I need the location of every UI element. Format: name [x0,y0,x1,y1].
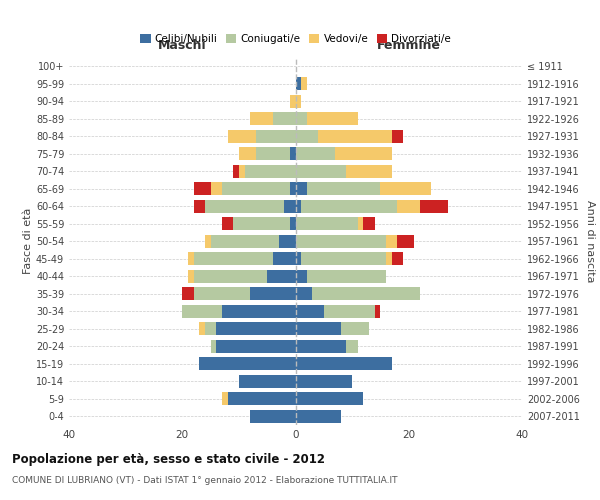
Legend: Celibi/Nubili, Coniugati/e, Vedovi/e, Divorziati/e: Celibi/Nubili, Coniugati/e, Vedovi/e, Di… [136,30,455,48]
Bar [346,164,392,178]
Bar [296,147,335,160]
Bar [211,234,278,248]
Bar [307,270,386,283]
Bar [296,252,301,266]
Bar [392,252,403,266]
Bar [375,304,380,318]
Bar [301,77,307,90]
Bar [318,130,392,143]
Bar [358,217,364,230]
Bar [296,234,386,248]
Bar [296,340,346,353]
Bar [239,164,245,178]
Bar [364,217,375,230]
Bar [313,287,420,300]
Bar [233,164,239,178]
Bar [296,304,324,318]
Bar [222,392,227,406]
Bar [211,340,216,353]
Bar [205,322,216,336]
Bar [296,217,358,230]
Bar [296,112,307,126]
Bar [194,252,273,266]
Bar [188,270,194,283]
Bar [290,94,296,108]
Y-axis label: Fasce di età: Fasce di età [23,208,33,274]
Bar [290,182,296,196]
Bar [397,200,420,213]
Bar [233,217,290,230]
Bar [296,164,346,178]
Bar [301,252,386,266]
Y-axis label: Anni di nascita: Anni di nascita [585,200,595,282]
Bar [216,322,296,336]
Bar [211,182,222,196]
Bar [273,112,296,126]
Bar [284,200,296,213]
Bar [296,94,301,108]
Bar [199,322,205,336]
Bar [199,357,296,370]
Bar [392,130,403,143]
Bar [227,392,296,406]
Bar [256,130,296,143]
Bar [194,200,205,213]
Bar [290,217,296,230]
Bar [296,182,307,196]
Bar [222,304,296,318]
Bar [245,164,296,178]
Bar [296,322,341,336]
Bar [256,147,290,160]
Bar [296,410,341,423]
Bar [296,270,307,283]
Bar [182,304,222,318]
Bar [290,147,296,160]
Text: Maschi: Maschi [158,40,206,52]
Bar [307,182,380,196]
Bar [205,234,211,248]
Bar [296,200,301,213]
Bar [194,182,211,196]
Bar [296,357,392,370]
Bar [386,234,397,248]
Bar [386,252,392,266]
Bar [346,340,358,353]
Bar [205,200,284,213]
Bar [296,374,352,388]
Bar [182,287,194,300]
Bar [296,77,301,90]
Bar [239,147,256,160]
Bar [239,374,296,388]
Bar [194,287,250,300]
Bar [380,182,431,196]
Bar [227,130,256,143]
Text: Popolazione per età, sesso e stato civile - 2012: Popolazione per età, sesso e stato civil… [12,452,325,466]
Text: Femmine: Femmine [377,40,441,52]
Bar [420,200,448,213]
Bar [397,234,415,248]
Bar [341,322,369,336]
Bar [296,130,318,143]
Bar [250,287,296,300]
Bar [301,200,397,213]
Bar [296,392,364,406]
Bar [278,234,296,248]
Bar [273,252,296,266]
Bar [216,340,296,353]
Bar [324,304,375,318]
Text: COMUNE DI LUBRIANO (VT) - Dati ISTAT 1° gennaio 2012 - Elaborazione TUTTITALIA.I: COMUNE DI LUBRIANO (VT) - Dati ISTAT 1° … [12,476,398,485]
Bar [222,182,290,196]
Bar [194,270,267,283]
Bar [296,287,313,300]
Bar [250,410,296,423]
Bar [335,147,392,160]
Bar [222,217,233,230]
Bar [267,270,296,283]
Bar [188,252,194,266]
Bar [307,112,358,126]
Bar [250,112,273,126]
